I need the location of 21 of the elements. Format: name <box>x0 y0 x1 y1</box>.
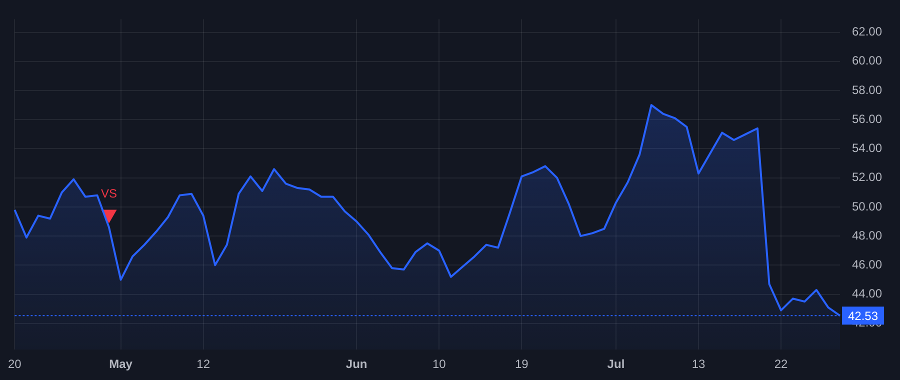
annotation: VS <box>100 186 118 201</box>
x-tick-label: Jul <box>607 357 625 372</box>
y-tick-label: 46.00 <box>852 257 882 272</box>
ref-line-label: 42.53 <box>848 309 878 323</box>
y-tick-label: 62.00 <box>852 24 882 39</box>
x-tick-label: 19 <box>514 357 529 372</box>
y-tick-label: 48.00 <box>852 228 882 242</box>
y-tick-label: 58.00 <box>852 82 882 97</box>
x-tick-label: May <box>109 357 133 372</box>
y-tick-label: 54.00 <box>852 141 882 156</box>
y-tick-label: 60.00 <box>852 54 882 68</box>
x-tick-label: 13 <box>692 357 706 372</box>
x-tick-label: 12 <box>196 357 210 372</box>
x-tick-label: 10 <box>432 357 446 372</box>
x-tick-label: Jun <box>346 357 368 372</box>
x-tick-label: 20 <box>8 357 22 372</box>
y-tick-label: 56.00 <box>852 112 882 126</box>
y-tick-label: 50.00 <box>852 199 882 214</box>
y-tick-label: 52.00 <box>852 170 882 184</box>
y-tick-label: 44.00 <box>852 286 882 301</box>
x-tick-label: 22 <box>774 357 788 372</box>
